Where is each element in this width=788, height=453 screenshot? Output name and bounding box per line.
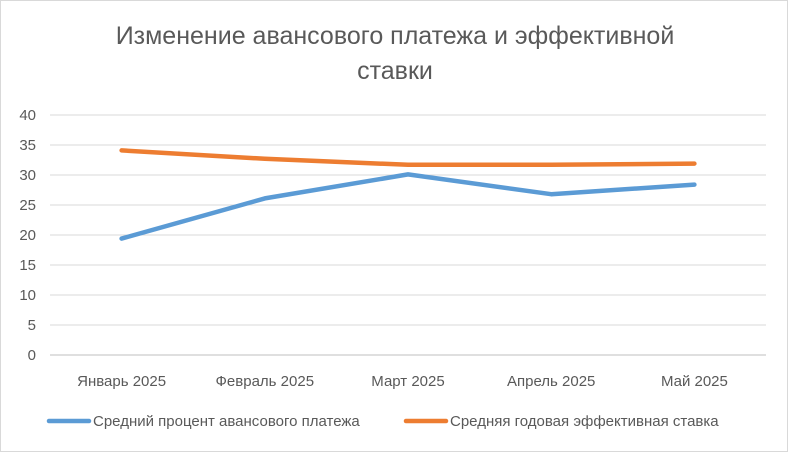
y-axis-ticks: 0 5 10 15 20 25 30 35 40 xyxy=(19,107,36,364)
series-line-1 xyxy=(119,172,697,241)
y-tick-label: 30 xyxy=(19,167,36,184)
legend-label-2: Средняя годовая эффективная ставка xyxy=(450,413,719,430)
x-tick-label: Февраль 2025 xyxy=(216,373,315,390)
y-tick-label: 35 xyxy=(19,137,36,154)
x-tick-label: Март 2025 xyxy=(371,373,444,390)
x-tick-label: Январь 2025 xyxy=(77,373,166,390)
legend: Средний процент авансового платежа Средня… xyxy=(46,413,719,430)
chart-title-line-1: Изменение авансового платежа и эффективн… xyxy=(115,22,675,50)
y-tick-label: 25 xyxy=(19,197,36,214)
y-tick-label: 15 xyxy=(19,257,36,274)
y-tick-label: 10 xyxy=(19,287,36,304)
x-tick-label: Апрель 2025 xyxy=(507,373,595,390)
y-tick-label: 0 xyxy=(28,347,36,364)
legend-label-1: Средний процент авансового платежа xyxy=(93,413,360,430)
y-tick-label: 5 xyxy=(28,317,36,334)
x-tick-label: Май 2025 xyxy=(661,373,728,390)
series-line-2 xyxy=(119,148,697,168)
chart-title: Изменение авансового платежа и эффективн… xyxy=(1,19,788,89)
chart-title-line-2: ставки xyxy=(357,57,433,85)
series-lines xyxy=(119,148,697,241)
x-axis-ticks: Январь 2025 Февраль 2025 Март 2025 Апрель 2… xyxy=(77,373,728,390)
y-tick-label: 20 xyxy=(19,227,36,244)
y-tick-label: 40 xyxy=(19,107,36,124)
